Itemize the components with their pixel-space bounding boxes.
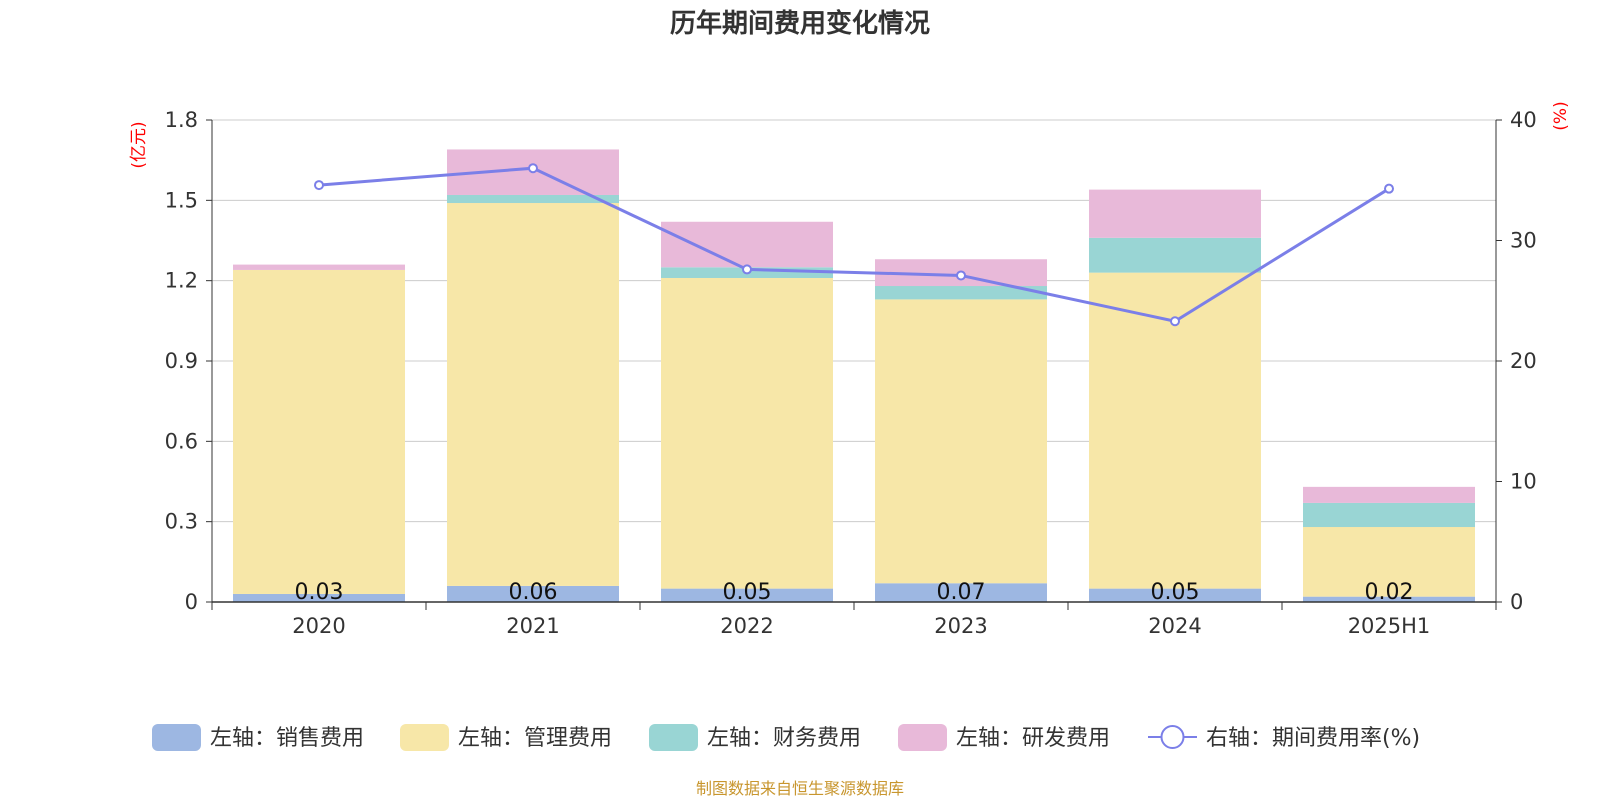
source-note: 制图数据来自恒生聚源数据库 [696, 779, 904, 798]
bar-segment [1303, 527, 1475, 597]
bar-segment [661, 588, 833, 602]
left-axis-tick-label: 1.8 [165, 108, 198, 132]
right-axis-tick-label: 30 [1510, 229, 1537, 253]
rate-line [318, 166, 1390, 323]
bar-data-label: 0.03 [295, 580, 344, 605]
grid-lines [212, 119, 1496, 523]
right-axis-unit: (%) [1551, 101, 1571, 130]
legend-label: 右轴：期间费用率(%) [1206, 726, 1420, 751]
bar-data-label: 0.05 [1151, 580, 1200, 605]
right-axis-tick-label: 10 [1510, 470, 1537, 494]
left-axis-tick-label: 0.9 [165, 349, 198, 373]
legend-swatch [649, 724, 698, 751]
left-axis-tick-label: 1.2 [165, 269, 198, 293]
bar-segment [1089, 588, 1261, 602]
left-axis-tick-label: 0.6 [165, 429, 198, 453]
bar-segment [233, 269, 405, 594]
left-axis-unit: (亿元) [129, 121, 149, 168]
legend-marker-icon [1160, 725, 1185, 749]
legend-label: 左轴：研发费用 [956, 726, 1110, 751]
bar-segment [875, 583, 1047, 602]
rate-point [742, 264, 752, 275]
bar-segment [875, 299, 1047, 584]
right-axis-tick-label: 20 [1510, 349, 1537, 373]
legend-label: 左轴：销售费用 [210, 726, 364, 751]
rate-point [314, 180, 324, 191]
legend-label: 左轴：财务费用 [707, 726, 861, 751]
x-axis-tick-label: 2022 [720, 614, 773, 638]
bar-segment [1303, 502, 1475, 528]
x-axis-tick-label: 2020 [292, 614, 345, 638]
right-axis-tick-label: 0 [1510, 590, 1523, 614]
x-axis-tick-label: 2021 [506, 614, 559, 638]
bar-data-label: 0.02 [1365, 580, 1414, 605]
bar-segment [1303, 596, 1475, 602]
bar-segment [1089, 189, 1261, 238]
bar-data-labels: 0.03 0.06 0.05 0.07 0.05 0.02 [295, 580, 1414, 605]
legend-swatch [152, 724, 201, 751]
rate-point [1384, 183, 1394, 194]
left-axis-tick-label: 0 [185, 590, 198, 614]
bar-data-label: 0.05 [723, 580, 772, 605]
bar-segment [875, 286, 1047, 300]
x-axis-tick-label: 2023 [934, 614, 987, 638]
right-axis-tick-label: 40 [1510, 108, 1537, 132]
bar-data-label: 0.06 [509, 580, 558, 605]
bar-segment [233, 593, 405, 602]
bar-segment [233, 264, 405, 270]
bar-segment [447, 203, 619, 586]
rate-point [956, 270, 966, 281]
bar-segment [447, 585, 619, 602]
legend: 左轴：销售费用 左轴：管理费用 左轴：财务费用 左轴：研发费用 右轴：期间费用率(%) [152, 724, 1420, 751]
bar-series [233, 149, 1475, 602]
rate-point [528, 163, 538, 174]
left-axis-tick-label: 1.5 [165, 188, 198, 212]
bar-segment [1089, 237, 1261, 273]
chart-title: 历年期间费用变化情况 [670, 8, 930, 39]
legend-label: 左轴：管理费用 [458, 726, 612, 751]
axes: 0 0.3 0.6 0.9 1.2 1.5 1.8 0 10 20 30 40 2020 2021 2022… [165, 108, 1537, 638]
x-axis-tick-label: 2024 [1148, 614, 1201, 638]
bar-segment [447, 194, 619, 204]
rate-point [1170, 316, 1180, 327]
bar-segment [661, 221, 833, 268]
line-series [314, 163, 1394, 327]
bar-data-label: 0.07 [937, 580, 986, 605]
legend-swatch [898, 724, 947, 751]
x-axis-tick-label: 2025H1 [1348, 614, 1431, 638]
left-axis-tick-label: 0.3 [165, 510, 198, 534]
bar-segment [661, 277, 833, 589]
bar-segment [1303, 486, 1475, 503]
legend-swatch [400, 724, 449, 751]
